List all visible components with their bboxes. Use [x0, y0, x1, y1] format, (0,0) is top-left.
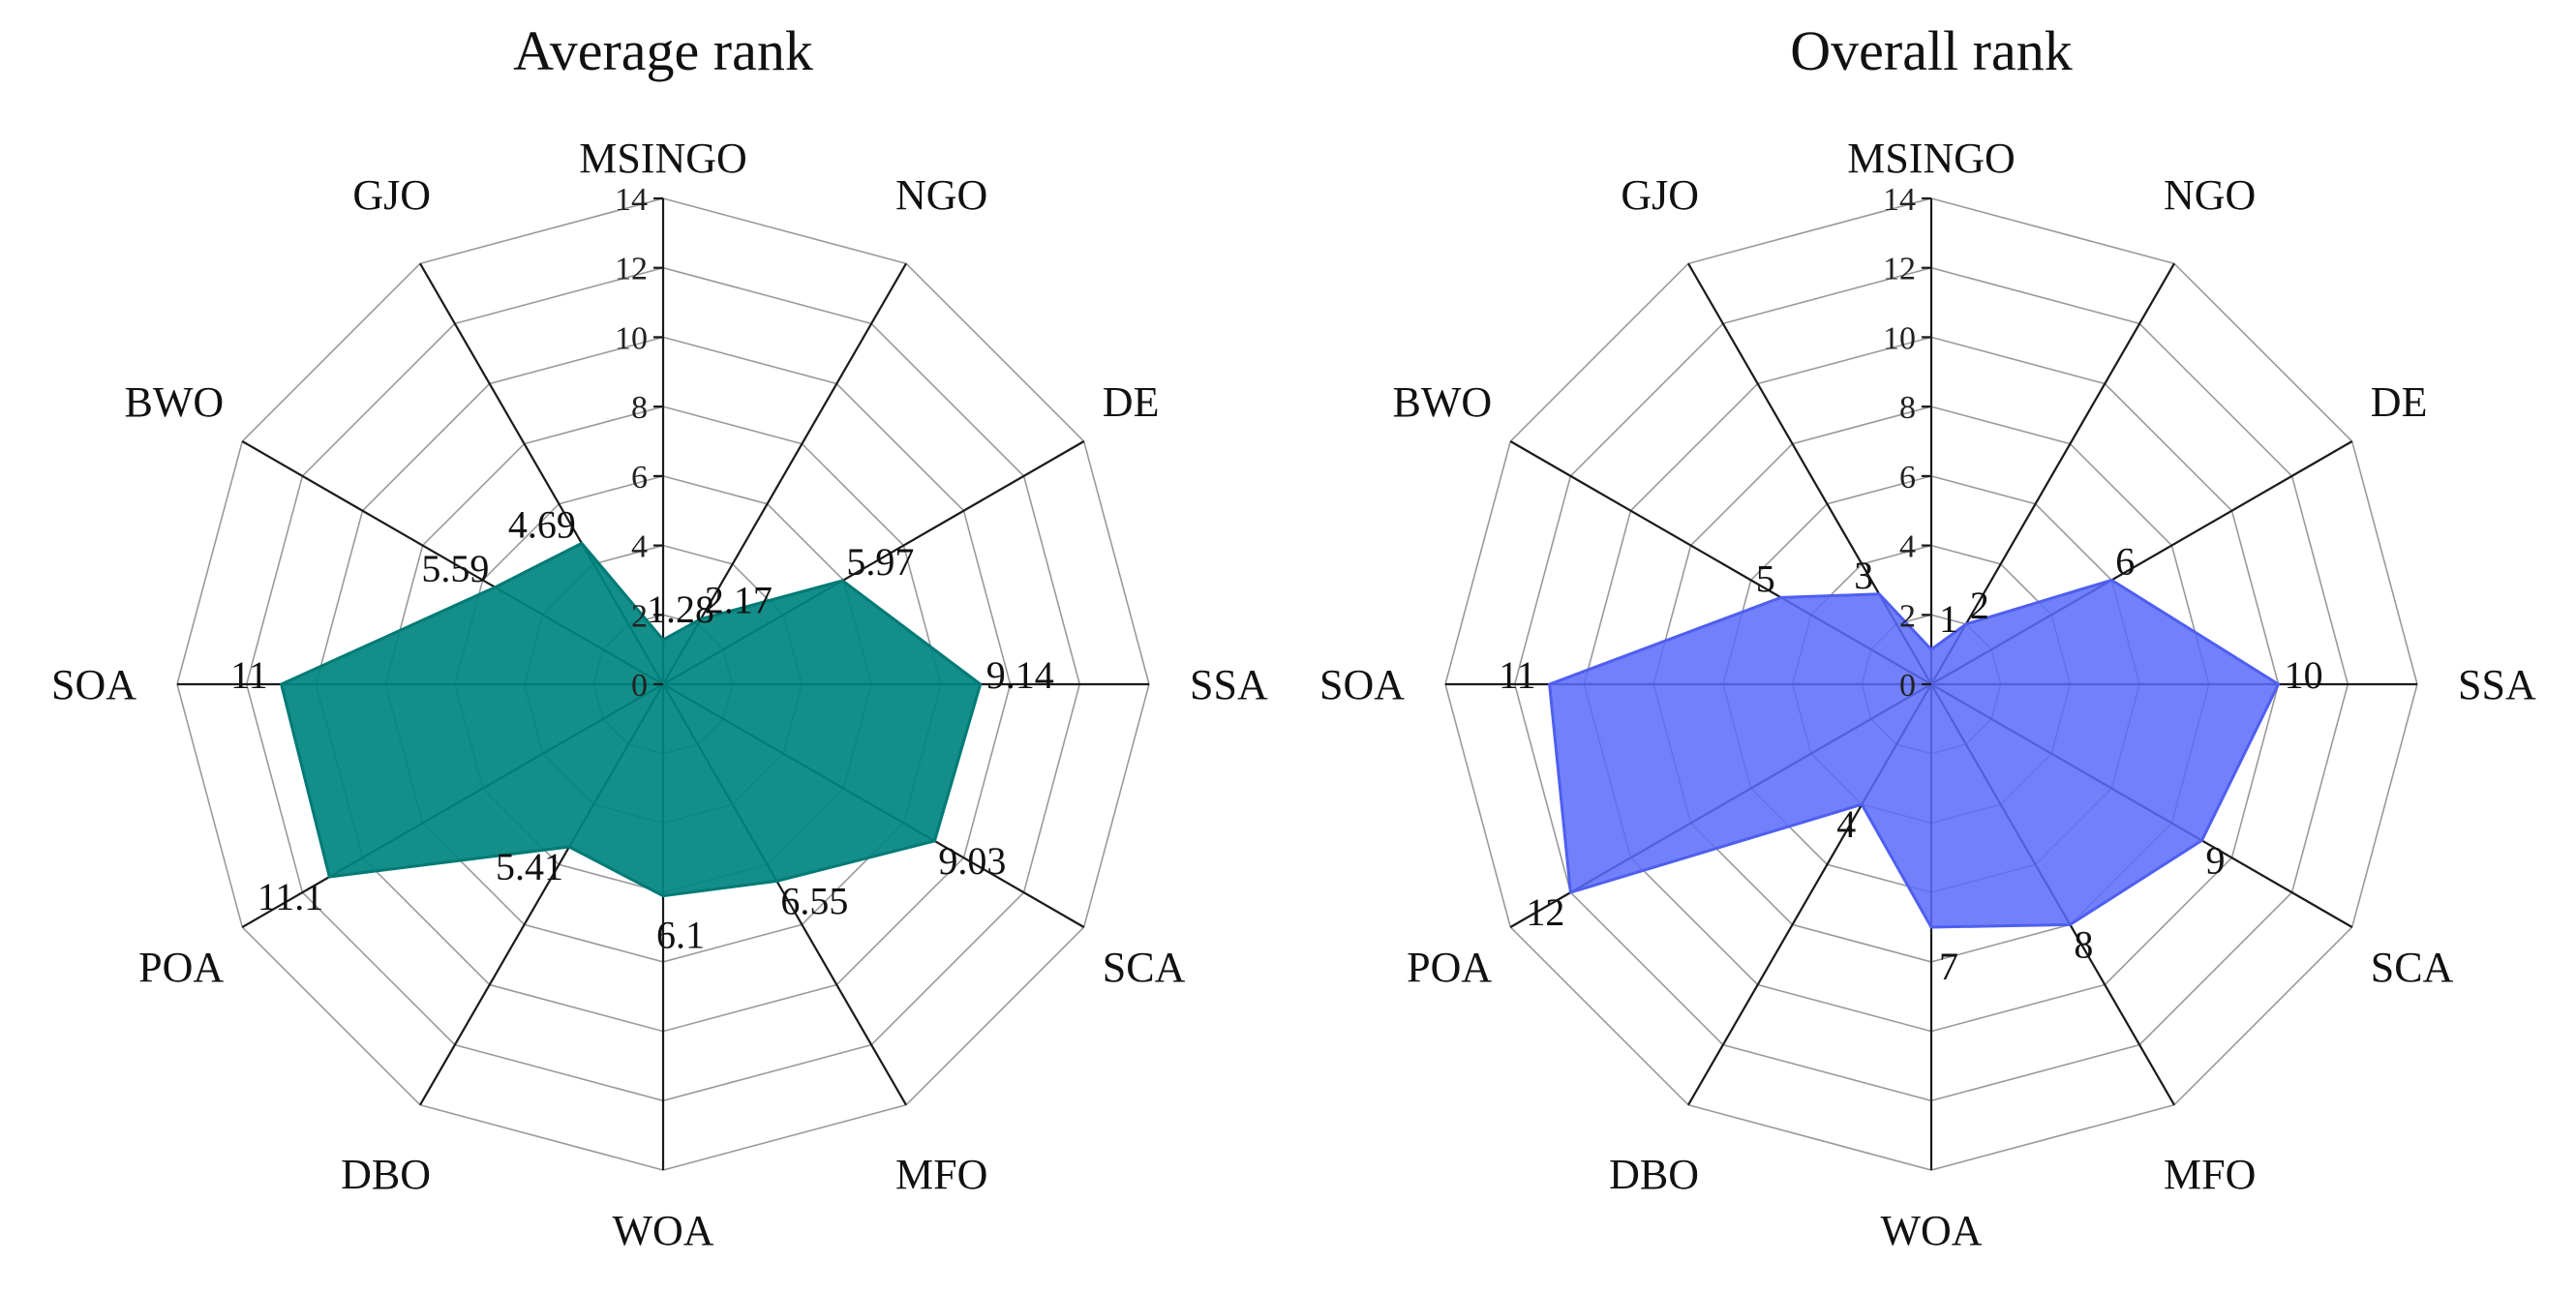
- data-value-label: 5.97: [846, 540, 914, 584]
- axis-spoke: [1930, 262, 2175, 685]
- category-label: DE: [1103, 378, 1160, 426]
- category-label: WOA: [612, 1207, 713, 1254]
- radial-tick-label: 0: [631, 668, 648, 704]
- radial-tick-label: 6: [1899, 460, 1916, 496]
- data-value-label: 11: [230, 653, 268, 697]
- data-value-label: 2.17: [705, 579, 773, 622]
- radial-tick-label: 6: [631, 460, 648, 496]
- category-label: GJO: [1621, 171, 1699, 219]
- data-value-label: 9: [2206, 838, 2226, 882]
- radial-tick-label: 8: [631, 390, 648, 426]
- category-label: SCA: [2371, 944, 2454, 991]
- category-label: BWO: [125, 378, 225, 426]
- category-label: DE: [2371, 378, 2428, 426]
- data-area: [280, 541, 983, 898]
- data-value-label: 4: [1836, 802, 1856, 846]
- radial-tick-label: 12: [615, 252, 648, 287]
- data-value-label: 1.28: [647, 587, 714, 631]
- category-label: POA: [1407, 944, 1492, 991]
- category-label: NGO: [895, 171, 987, 219]
- data-value-label: 11: [1499, 653, 1536, 697]
- radial-tick-label: 14: [615, 182, 648, 218]
- category-label: SSA: [1190, 661, 1268, 708]
- category-label: SOA: [1319, 661, 1405, 708]
- category-label: DBO: [341, 1151, 431, 1198]
- radial-tick-label: 10: [1883, 320, 1916, 356]
- category-label: SSA: [2458, 661, 2536, 708]
- category-label: MFO: [2164, 1151, 2256, 1198]
- data-value-label: 5.59: [421, 547, 489, 590]
- data-value-label: 4.69: [508, 502, 576, 546]
- radial-tick-label: 8: [1899, 390, 1916, 426]
- radial-tick-label: 2: [1899, 598, 1916, 634]
- radial-tick-label: 0: [1899, 668, 1916, 704]
- category-label: NGO: [2164, 171, 2256, 219]
- chart-title: Overall rank: [1790, 19, 2072, 82]
- data-value-label: 10: [2285, 653, 2323, 697]
- data-value-label: 9.03: [938, 839, 1006, 883]
- data-value-label: 8: [2074, 922, 2093, 966]
- data-value-label: 3: [1854, 554, 1873, 597]
- data-value-label: 5: [1756, 556, 1775, 600]
- category-label: MSINGO: [579, 135, 747, 182]
- radial-tick-label: 14: [1883, 182, 1916, 218]
- radar-chart-2: 02468101214MSINGONGODESSASCAMFOWOADBOPOA…: [1319, 19, 2536, 1254]
- category-label: SOA: [51, 661, 136, 708]
- radial-tick-label: 12: [1883, 252, 1916, 287]
- data-value-label: 9.14: [986, 653, 1054, 697]
- data-value-label: 7: [1939, 945, 1958, 988]
- category-label: GJO: [352, 171, 431, 219]
- category-label: DBO: [1609, 1151, 1699, 1198]
- data-value-label: 1: [1939, 597, 1958, 641]
- category-label: SCA: [1103, 944, 1186, 991]
- radial-tick-label: 10: [615, 320, 648, 356]
- axis-spoke: [662, 262, 907, 685]
- chart-title: Average rank: [513, 19, 813, 82]
- data-value-label: 6: [2115, 539, 2135, 583]
- category-label: BWO: [1393, 378, 1493, 426]
- data-value-label: 5.41: [496, 845, 563, 888]
- data-value-label: 11.1: [258, 875, 324, 918]
- data-value-label: 6.55: [780, 879, 848, 922]
- category-label: MFO: [895, 1151, 987, 1198]
- data-value-label: 6.1: [656, 914, 705, 957]
- radial-tick-label: 4: [631, 529, 648, 565]
- data-value-label: 12: [1526, 890, 1564, 934]
- category-label: MSINGO: [1847, 135, 2015, 182]
- category-label: POA: [138, 944, 224, 991]
- category-label: WOA: [1880, 1207, 1982, 1254]
- data-area: [1548, 578, 2281, 929]
- radial-tick-label: 4: [1899, 529, 1916, 565]
- data-value-label: 2: [1970, 584, 1989, 627]
- radial-tick-label: 2: [631, 598, 648, 634]
